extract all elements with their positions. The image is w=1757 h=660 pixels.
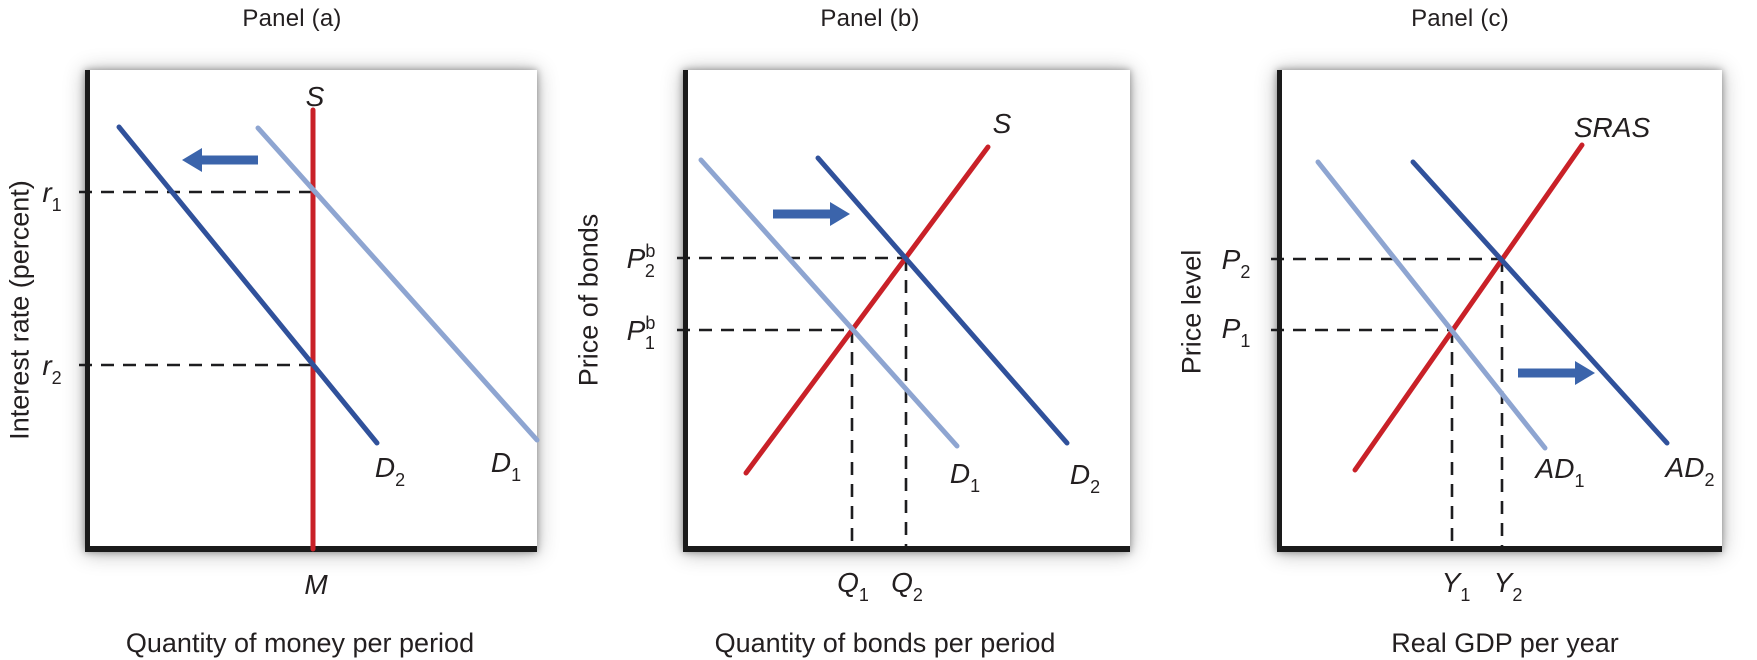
bond-quantity-q2-label: Q2	[891, 567, 923, 605]
panel-a-title: Panel (a)	[242, 5, 342, 32]
money-demand-shift-left-arrow-head	[182, 148, 202, 172]
panel-b-x-axis-label: Quantity of bonds per period	[714, 628, 1056, 658]
bond-demand-curve-d1	[698, 157, 960, 449]
bond-d2-label: D2	[1070, 459, 1100, 497]
gdp-y2-label: Y2	[1494, 567, 1523, 605]
ad-shift-right-arrow	[1518, 361, 1595, 385]
money-stock-m-label: M	[304, 569, 328, 600]
ad2-label: AD2	[1664, 452, 1715, 490]
sras-label: SRAS	[1574, 112, 1651, 143]
ad2-curve	[1410, 159, 1670, 446]
money-d2-label: D2	[375, 452, 405, 490]
panel-c-y-axis-label: Price level	[1176, 249, 1207, 375]
panel-b-group: S D1 D2 Pb 2 Pb 1 Q1 Q2	[627, 70, 1130, 605]
panel-b-title: Panel (b)	[820, 5, 920, 32]
panel-a-x-axis-label: Quantity of money per period	[125, 628, 475, 658]
sras-curve	[1352, 142, 1585, 473]
panel-c-title: Panel (c)	[1411, 5, 1509, 32]
panel-b-y-axis-label: Price of bonds	[573, 213, 604, 387]
panel-a-y-axis-label: Interest rate (percent)	[4, 180, 35, 440]
money-demand-curve-d2	[116, 124, 380, 446]
bond-price-p2b-label: Pb 2	[627, 241, 656, 281]
panel-c-group: SRAS AD1 AD2 P2 P1 Y1 Y2	[1222, 70, 1722, 605]
money-supply-label: S	[306, 81, 325, 112]
panel-c-x-axis-label: Real GDP per year	[1391, 628, 1619, 658]
price-level-p1-label: P1	[1222, 313, 1251, 351]
panel-a-group: S D2 D1 r1 r2 M	[42, 70, 540, 600]
panel-c-plot-area	[1277, 70, 1722, 552]
interest-r2-label: r2	[42, 350, 61, 388]
bond-d1-label: D1	[950, 458, 980, 496]
bond-demand-curve-d2	[815, 155, 1070, 446]
money-demand-shift-left-arrow	[182, 148, 258, 172]
ad1-curve	[1315, 159, 1548, 451]
bond-quantity-q1-label: Q1	[837, 567, 869, 605]
bond-supply-label: S	[993, 108, 1012, 139]
bond-price-p1b-label: Pb 1	[627, 313, 656, 353]
interest-r1-label: r1	[42, 177, 61, 215]
bond-demand-shift-right-arrow-head	[830, 202, 850, 226]
money-demand-curve-d1	[255, 125, 540, 443]
ad1-label: AD1	[1534, 453, 1585, 491]
price-level-p2-label: P2	[1222, 244, 1251, 282]
bond-demand-shift-right-arrow	[773, 202, 850, 226]
ad-shift-right-arrow-head	[1575, 361, 1595, 385]
money-d1-label: D1	[491, 447, 521, 485]
gdp-y1-label: Y1	[1442, 567, 1471, 605]
bond-supply-curve	[743, 144, 991, 476]
